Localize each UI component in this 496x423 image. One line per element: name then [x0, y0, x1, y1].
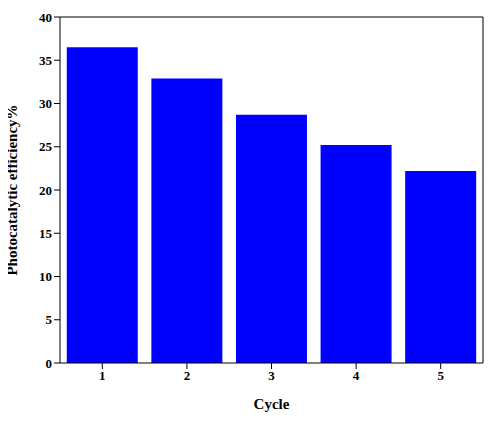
svg-text:15: 15	[39, 226, 53, 241]
svg-text:35: 35	[39, 53, 53, 68]
svg-text:20: 20	[39, 183, 52, 198]
svg-text:0: 0	[46, 356, 53, 371]
svg-text:25: 25	[39, 139, 53, 154]
svg-text:4: 4	[353, 368, 360, 383]
svg-text:40: 40	[39, 10, 52, 25]
svg-text:Cycle: Cycle	[254, 396, 290, 412]
svg-text:10: 10	[39, 269, 52, 284]
svg-text:Photocatalytic efficiency%: Photocatalytic efficiency%	[8, 104, 20, 275]
svg-text:5: 5	[437, 368, 444, 383]
svg-text:3: 3	[268, 368, 275, 383]
svg-text:2: 2	[184, 368, 191, 383]
svg-text:1: 1	[99, 368, 106, 383]
svg-text:5: 5	[46, 312, 53, 327]
svg-text:30: 30	[39, 96, 52, 111]
